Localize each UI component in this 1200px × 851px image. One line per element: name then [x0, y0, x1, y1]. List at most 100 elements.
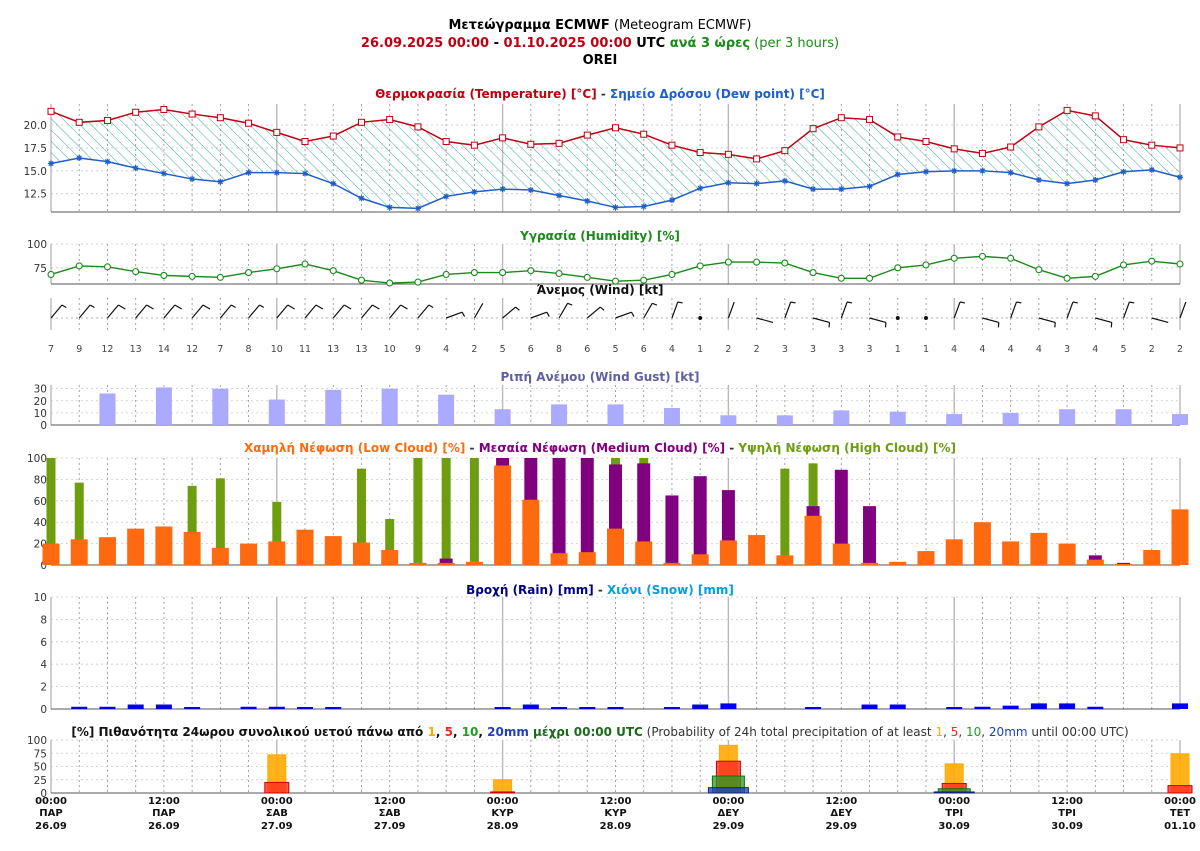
wind-barb-shaft [332, 304, 345, 319]
temperature-point [357, 118, 365, 126]
dewpoint-point [753, 180, 760, 187]
humidity-point [781, 259, 789, 267]
dewpoint-point [443, 193, 450, 200]
temperature-point [950, 145, 958, 153]
temperature-point [329, 132, 337, 140]
high-cloud-bar [356, 468, 366, 565]
step-greek: ανά 3 ώρες [669, 36, 751, 51]
low-cloud-bar [889, 561, 907, 565]
cloud-panel-title-part: Υψηλή Νέφωση (High Cloud) [%] [737, 441, 956, 455]
wind-speed-label: 3 [782, 344, 788, 355]
wind-barb-shaft [163, 304, 176, 319]
prob-panel-title-part: 5 [445, 725, 453, 739]
humidity-point [978, 252, 986, 260]
prob-panel-title: [%] Πιθανότητα 24ωρου συνολικού υετού πά… [71, 725, 1128, 739]
wind-barb-shaft [191, 304, 204, 319]
precip-panel-title-part: Βροχή (Rain) [mm] [466, 583, 594, 597]
temperature-point [583, 131, 591, 139]
x-time-label: 00:00 [487, 796, 519, 807]
rain-bar [240, 706, 257, 709]
wind-barb-flag [1072, 301, 1078, 304]
low-cloud-bar [945, 539, 963, 565]
rain-bar [325, 707, 342, 709]
wind-barb-shaft [869, 317, 887, 323]
high-cloud-bar [441, 458, 451, 565]
temp-panel-title: Θερμοκρασία (Temperature) [°C] - Σημείο … [375, 87, 825, 101]
temperature-point [1091, 112, 1099, 120]
medium-cloud-bar [665, 495, 679, 565]
wind-speed-label: 4 [979, 344, 985, 355]
humidity-point [724, 258, 732, 266]
wind-speed-label: 2 [1177, 344, 1183, 355]
humidity-point [442, 270, 450, 279]
medium-cloud-bar [693, 476, 707, 565]
temperature-point [922, 138, 930, 146]
temperature-point [781, 147, 789, 155]
cloud-panel-ytick-label: 0 [40, 560, 47, 572]
x-date-label: 29.09 [713, 821, 745, 832]
wind-barb-shaft [1010, 301, 1018, 319]
dewpoint-point [810, 186, 817, 193]
low-cloud-bar [776, 555, 794, 565]
high-cloud-bar [469, 458, 479, 565]
low-cloud-bar [98, 537, 116, 565]
precip-panel-ytick-label: 2 [40, 682, 47, 694]
cloud-panel-title: Χαμηλή Νέφωση (Low Cloud) [%] - Μεσαία Ν… [244, 441, 956, 455]
gust-bar [325, 389, 342, 425]
wind-speed-label: 1 [895, 344, 901, 355]
wind-speed-label: 4 [1036, 344, 1042, 355]
low-cloud-bar [748, 535, 766, 565]
wind-barb-flag [546, 311, 550, 317]
temperature-point [555, 139, 563, 147]
gust-bar [663, 408, 680, 425]
temperature-point [527, 140, 535, 148]
humidity-point [245, 269, 253, 277]
rain-bar [127, 704, 144, 709]
gust-bar [381, 388, 398, 425]
x-day-label: ΣΑΒ [266, 808, 288, 819]
wind-barb-flag [677, 301, 683, 304]
wind-barb-shaft [671, 301, 679, 319]
dewpoint-point [1064, 180, 1071, 187]
wind-speed-label: 4 [1092, 344, 1098, 355]
low-cloud-bar [917, 551, 935, 565]
rain-bar [1030, 703, 1047, 709]
dewpoint-point [781, 177, 788, 184]
x-time-label: 00:00 [712, 796, 744, 807]
gust-bar [1059, 409, 1076, 425]
rain-bar [522, 704, 539, 709]
wind-barb-flag [118, 304, 126, 310]
x-time-label: 12:00 [148, 796, 180, 807]
dewpoint-point [527, 187, 534, 194]
low-cloud-bar [1002, 541, 1020, 565]
wind-barb-shaft [1151, 317, 1169, 323]
wind-speed-label: 2 [725, 344, 731, 355]
temp-panel-ytick-label: 17.5 [24, 143, 47, 155]
temperature-point [866, 116, 874, 124]
low-cloud-bar [607, 528, 624, 565]
low-cloud-bar [70, 539, 88, 565]
low-cloud-bar [155, 526, 173, 565]
dewpoint-point [866, 183, 873, 190]
humidity-point [499, 269, 507, 277]
wind-barb-shaft [586, 306, 601, 319]
x-time-label: 12:00 [1051, 796, 1083, 807]
low-cloud-bar [861, 562, 879, 565]
humidity-point [555, 269, 563, 278]
wind-barb-flag [202, 304, 211, 310]
gust-panel-ytick-label: 10 [34, 408, 47, 420]
temperature-point [499, 134, 507, 142]
medium-cloud-bar [863, 506, 877, 565]
prob-panel-title-part: 1 [427, 725, 435, 739]
rain-bar [974, 706, 991, 709]
wind-speed-label: 7 [48, 344, 54, 355]
dewpoint-point [189, 176, 196, 183]
humidity-point [386, 279, 394, 287]
wind-barb-shaft [643, 302, 653, 319]
temperature-point [132, 108, 140, 116]
humidity-point [103, 263, 111, 271]
prob-panel-ytick-label: 50 [34, 762, 47, 774]
low-cloud-bar [211, 547, 229, 565]
low-cloud-bar [1086, 559, 1104, 565]
temperature-point [75, 118, 83, 126]
